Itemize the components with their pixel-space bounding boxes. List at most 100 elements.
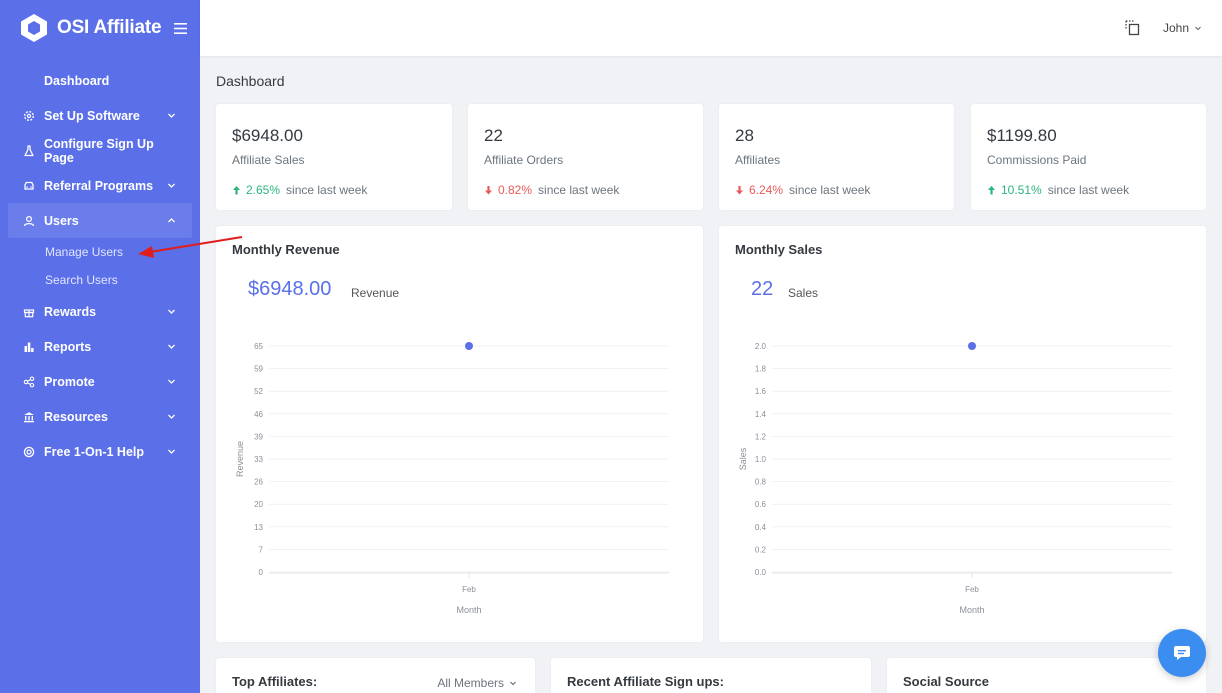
- arrow-up-icon: [232, 185, 241, 195]
- stat-change-suffix: since last week: [1047, 183, 1130, 197]
- user-icon: [22, 214, 36, 228]
- y-tick-label: 13: [254, 523, 263, 532]
- sales-total-label: Sales: [788, 286, 819, 300]
- data-point: [968, 342, 976, 350]
- chart-title: Monthly Revenue: [232, 242, 340, 257]
- chevron-down-icon: [167, 412, 176, 421]
- x-axis-title: Month: [959, 605, 984, 615]
- y-tick-label: 39: [254, 432, 263, 441]
- chevron-down-icon: [167, 307, 176, 316]
- sidebar-item-rewards[interactable]: Rewards: [0, 294, 200, 329]
- stat-change: 2.65% since last week: [232, 183, 367, 197]
- sidebar-nav: Dashboard Set Up Software Configure Sign…: [0, 63, 200, 469]
- flask-icon: [22, 144, 36, 158]
- revenue-total-label: Revenue: [351, 286, 400, 300]
- y-tick-label: 0.8: [755, 478, 767, 487]
- sidebar-item-label: Referral Programs: [44, 178, 154, 193]
- car-icon: [22, 179, 36, 193]
- sidebar-item-set-up-software[interactable]: Set Up Software: [0, 98, 200, 133]
- y-tick-label: 1.6: [755, 387, 767, 396]
- y-tick-label: 1.8: [755, 365, 767, 374]
- sidebar-item-users[interactable]: Users: [8, 203, 192, 238]
- stat-label: Affiliate Orders: [484, 153, 564, 167]
- stat-card-commissions-paid: $1199.80 Commissions Paid 10.51% since l…: [971, 104, 1206, 210]
- chevron-down-icon: [167, 377, 176, 386]
- lifebuoy-icon: [22, 445, 36, 459]
- y-tick-label: 52: [254, 387, 263, 396]
- chat-launcher-button[interactable]: [1158, 629, 1206, 677]
- x-tick-label: Feb: [462, 585, 476, 594]
- stat-change: 10.51% since last week: [987, 183, 1129, 197]
- y-tick-label: 1.4: [755, 410, 767, 419]
- stat-change-percent: 6.24%: [749, 183, 784, 197]
- revenue-total: $6948.00: [248, 278, 332, 300]
- arrow-down-icon: [735, 185, 744, 195]
- chevron-down-icon: [167, 181, 176, 190]
- stat-label: Commissions Paid: [987, 153, 1087, 167]
- bar-chart-icon: [22, 340, 36, 354]
- arrow-down-icon: [484, 185, 493, 195]
- gear-icon: [22, 109, 36, 123]
- chat-icon: [1174, 646, 1190, 660]
- sidebar-item-reports[interactable]: Reports: [0, 329, 200, 364]
- sidebar-subitem-search-users[interactable]: Search Users: [45, 273, 118, 287]
- y-tick-label: 7: [259, 545, 264, 554]
- y-tick-label: 1.0: [755, 455, 767, 464]
- stat-change-suffix: since last week: [789, 183, 871, 197]
- stat-label: Affiliate Sales: [232, 153, 305, 167]
- stat-change-percent: 2.65%: [246, 183, 281, 197]
- y-tick-label: 1.2: [755, 432, 767, 441]
- monthly-sales-card: Monthly Sales 22 Sales 0.0 0.2 0.4 0.6 0.8 1.…: [719, 226, 1206, 642]
- social-source-card: Social Source: [887, 658, 1206, 693]
- osi-logo-icon: [21, 14, 47, 42]
- sidebar-item-configure-sign-up-page[interactable]: Configure Sign Up Page: [0, 133, 200, 168]
- sidebar-item-referral-programs[interactable]: Referral Programs: [0, 168, 200, 203]
- arrow-up-icon: [987, 185, 996, 195]
- chevron-down-icon: [167, 447, 176, 456]
- y-tick-label: 46: [254, 410, 263, 419]
- stat-change-percent: 0.82%: [498, 183, 533, 197]
- y-axis-title: Revenue: [235, 441, 245, 477]
- copy-icon[interactable]: [1124, 19, 1141, 36]
- y-tick-label: 20: [254, 500, 263, 509]
- sidebar-item-dashboard[interactable]: Dashboard: [0, 63, 200, 98]
- stat-value: $1199.80: [987, 126, 1057, 145]
- stat-label: Affiliates: [735, 153, 781, 167]
- members-filter-value: All Members: [437, 676, 504, 690]
- y-tick-label: 65: [254, 342, 263, 351]
- user-menu[interactable]: John: [1163, 21, 1202, 35]
- hamburger-menu-icon[interactable]: [174, 19, 188, 37]
- sidebar-item-resources[interactable]: Resources: [0, 399, 200, 434]
- x-tick-label: Feb: [965, 585, 979, 594]
- card-title: Social Source: [903, 674, 989, 689]
- brand-name: OSI Affiliate: [57, 17, 162, 38]
- x-axis-title: Month: [456, 605, 481, 615]
- top-affiliates-card: Top Affiliates: All Members: [216, 658, 535, 693]
- card-title: Recent Affiliate Sign ups:: [567, 674, 724, 689]
- user-name: John: [1163, 21, 1190, 35]
- brand[interactable]: OSI Affiliate: [0, 0, 200, 56]
- stat-card-affiliate-sales: $6948.00 Affiliate Sales 2.65% since las…: [216, 104, 452, 210]
- gift-icon: [22, 305, 36, 319]
- data-point: [465, 342, 473, 350]
- sidebar-item-free-help[interactable]: Free 1-On-1 Help: [0, 434, 200, 469]
- stat-change: 0.82% since last week: [484, 183, 619, 197]
- sidebar-item-label: Free 1-On-1 Help: [44, 444, 145, 459]
- sales-total: 22: [751, 278, 774, 300]
- sidebar-item-label: Resources: [44, 409, 108, 424]
- members-filter-dropdown[interactable]: All Members: [437, 676, 517, 690]
- y-tick-label: 0.6: [755, 500, 767, 509]
- sidebar-item-promote[interactable]: Promote: [0, 364, 200, 399]
- recent-signups-card: Recent Affiliate Sign ups:: [551, 658, 871, 693]
- chevron-down-icon: [167, 111, 176, 120]
- y-tick-label: 26: [254, 478, 263, 487]
- stat-value: $6948.00: [232, 126, 303, 145]
- sidebar-item-label: Set Up Software: [44, 108, 140, 123]
- sidebar-subitem-manage-users[interactable]: Manage Users: [45, 245, 124, 259]
- sidebar-item-label: Users: [44, 213, 79, 228]
- sidebar-item-label: Configure Sign Up Page: [44, 136, 154, 165]
- chevron-down-icon: [509, 679, 517, 687]
- y-tick-label: 59: [254, 365, 263, 374]
- stat-value: 22: [484, 126, 503, 145]
- y-tick-label: 0.0: [755, 568, 767, 577]
